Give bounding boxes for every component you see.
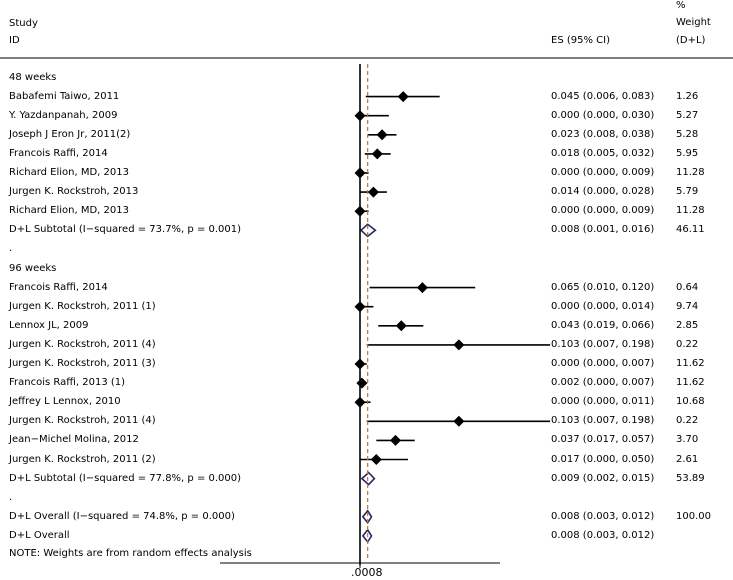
effect-marker: [416, 282, 428, 294]
study-weight: 5.79: [676, 186, 699, 198]
study-weight: 0.64: [676, 281, 699, 293]
study-label: Jurgen K. Rockstroh, 2013: [9, 186, 139, 198]
subtotal-label: D+L Subtotal (I−squared = 77.8%, p = 0.0…: [9, 472, 242, 484]
footnote: NOTE: Weights are from random effects an…: [9, 548, 252, 559]
group-label: 48 weeks: [9, 71, 57, 83]
overall-label: D+L Overall: [9, 529, 70, 541]
study-weight: 2.61: [676, 453, 699, 465]
study-es-ci: 0.000 (0.000, 0.007): [551, 358, 655, 369]
study-label: Babafemi Taiwo, 2011: [9, 90, 120, 102]
overall-weight: 100.00: [676, 510, 711, 522]
subtotal-label: D+L Subtotal (I−squared = 73.7%, p = 0.0…: [9, 224, 242, 236]
study-label: Francois Raffi, 2014: [9, 281, 108, 293]
overall-diamond: [361, 528, 373, 544]
study-es-ci: 0.014 (0.000, 0.028): [551, 186, 655, 198]
subtotal-diamond: [360, 471, 376, 486]
study-label: Francois Raffi, 2014: [9, 147, 108, 159]
study-weight: 2.85: [676, 319, 699, 331]
effect-marker: [395, 320, 407, 332]
weight-header: Weight: [676, 17, 711, 28]
study-label: Jurgen K. Rockstroh, 2011 (4): [9, 338, 156, 350]
study-weight: 1.26: [676, 90, 699, 102]
effect-marker: [390, 434, 402, 446]
subtotal-diamond: [359, 223, 377, 238]
effect-marker: [453, 415, 465, 427]
study-es-ci: 0.000 (0.000, 0.011): [551, 396, 655, 408]
overall-es-ci: 0.008 (0.003, 0.012): [551, 510, 655, 522]
effect-marker: [370, 454, 382, 465]
overall-diamond: [361, 509, 373, 525]
plot-marks: [354, 91, 551, 544]
subtotal-weight: 46.11: [676, 224, 705, 236]
study-weight: 0.22: [676, 415, 699, 427]
study-es-ci: 0.002 (0.000, 0.007): [551, 377, 655, 389]
study-label: Jurgen K. Rockstroh, 2011 (2): [9, 453, 156, 465]
effect-marker: [376, 129, 388, 141]
study-weight: 11.62: [676, 377, 705, 389]
subtotal-es-ci: 0.008 (0.001, 0.016): [551, 224, 655, 236]
study-weight: 11.28: [676, 167, 705, 178]
study-weight: 5.28: [676, 128, 699, 140]
study-label: Joseph J Eron Jr, 2011(2): [9, 128, 131, 140]
study-es-ci: 0.045 (0.006, 0.083): [551, 90, 655, 102]
study-es-ci: 0.103 (0.007, 0.198): [551, 338, 655, 350]
study-es-ci: 0.043 (0.019, 0.066): [551, 319, 655, 331]
x-tick-label: .0008: [351, 566, 383, 579]
subtotal-es-ci: 0.009 (0.002, 0.015): [551, 472, 655, 484]
effect-marker: [356, 377, 368, 389]
study-label: Y. Yazdanpanah, 2009: [9, 109, 118, 121]
study-weight: 5.95: [676, 147, 699, 159]
subtotal-weight: 53.89: [676, 472, 705, 484]
study-es-ci: 0.017 (0.000, 0.050): [551, 453, 655, 465]
study-label: Jurgen K. Rockstroh, 2011 (1): [9, 300, 156, 312]
study-es-ci: 0.000 (0.000, 0.009): [551, 167, 655, 178]
effect-marker: [453, 339, 465, 351]
study-label: Jurgen K. Rockstroh, 2011 (4): [9, 415, 156, 427]
separator-dot: .: [9, 243, 13, 255]
study-es-ci: 0.000 (0.000, 0.030): [551, 109, 655, 121]
study-label: Jean−Michel Molina, 2012: [9, 434, 139, 446]
study-es-ci: 0.000 (0.000, 0.009): [551, 205, 655, 217]
study-es-ci: 0.037 (0.017, 0.057): [551, 434, 655, 446]
es-header: ES (95% CI): [551, 35, 610, 46]
study-header: Study: [9, 18, 38, 29]
id-header: ID: [9, 35, 20, 46]
weight-method-header: (D+L): [676, 35, 706, 46]
overall-label: D+L Overall (I−squared = 74.8%, p = 0.00…: [9, 510, 235, 522]
study-weight: 5.27: [676, 109, 699, 121]
group-label: 96 weeks: [9, 262, 57, 274]
study-label: Jurgen K. Rockstroh, 2011 (3): [9, 358, 156, 369]
study-weight: 10.68: [676, 396, 705, 408]
study-label: Richard Elion, MD, 2013: [9, 167, 129, 178]
weight-percent-header: %: [676, 0, 686, 11]
effect-marker: [397, 91, 409, 103]
study-es-ci: 0.065 (0.010, 0.120): [551, 281, 655, 293]
study-es-ci: 0.018 (0.005, 0.032): [551, 147, 655, 159]
study-label: Richard Elion, MD, 2013: [9, 205, 129, 217]
study-weight: 9.74: [676, 300, 699, 312]
study-weight: 11.28: [676, 205, 705, 217]
study-es-ci: 0.103 (0.007, 0.198): [551, 415, 655, 427]
study-es-ci: 0.023 (0.008, 0.038): [551, 128, 655, 140]
study-label: Jeffrey L Lennox, 2010: [9, 396, 121, 408]
effect-marker: [367, 186, 379, 198]
study-es-ci: 0.000 (0.000, 0.014): [551, 300, 655, 312]
study-weight: 3.70: [676, 434, 699, 446]
effect-marker: [371, 148, 383, 160]
study-weight: 11.62: [676, 358, 705, 369]
study-label: Francois Raffi, 2013 (1): [9, 377, 126, 389]
study-weight: 0.22: [676, 338, 699, 350]
study-label: Lennox JL, 2009: [9, 319, 89, 331]
overall-es-ci: 0.008 (0.003, 0.012): [551, 529, 655, 541]
separator-dot: .: [9, 491, 13, 503]
